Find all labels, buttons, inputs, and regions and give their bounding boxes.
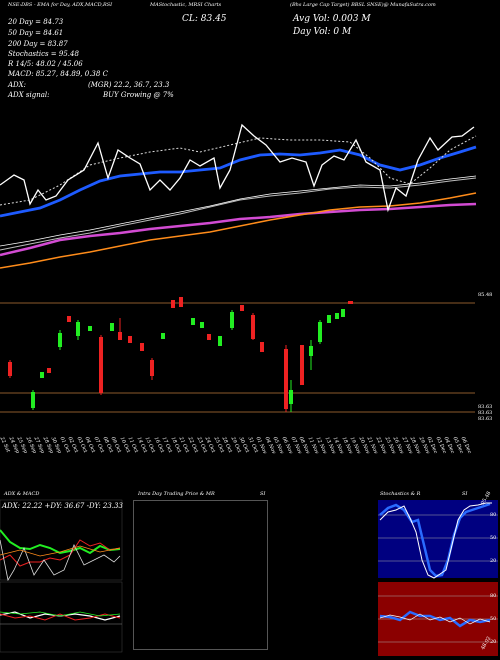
ema-orange-line <box>0 192 477 269</box>
r-label: R 14/5: 48.02 / 45.06 <box>8 60 83 68</box>
ema-grey-line <box>0 177 477 251</box>
close-price-label: CL: 83.45 <box>182 14 227 24</box>
candle <box>218 336 222 346</box>
candle <box>207 334 211 340</box>
adx-white-line <box>0 539 121 582</box>
candle <box>118 332 122 340</box>
intraday-si-label: SI <box>260 491 266 497</box>
rsi-level-80: 80 <box>490 593 497 599</box>
intraday-panel-title: Intra Day Trading Price & MR <box>138 491 215 497</box>
candle <box>8 362 12 376</box>
candle <box>76 322 80 336</box>
rsi-level-50: 50 <box>490 616 497 622</box>
candle <box>348 301 353 304</box>
candle <box>300 345 304 385</box>
ema-white-lower-line <box>0 175 477 247</box>
adx-panel-title: ADX & MACD <box>4 491 40 497</box>
adx-mgr-values: (MGR) 22.2, 36.7, 23.3 <box>88 81 170 89</box>
candle <box>161 333 165 339</box>
candle <box>110 323 114 331</box>
stoch-panel-title: Stochastics & R <box>380 491 421 497</box>
candle <box>318 322 322 342</box>
candle <box>289 390 293 404</box>
stoch-level-80: 80 <box>490 512 497 518</box>
rsi-white-line <box>379 613 491 625</box>
price-line <box>0 123 475 213</box>
macd-red-line <box>0 613 121 621</box>
candle <box>67 316 71 322</box>
ema-line-chart <box>0 123 477 269</box>
header-symbol-info: (Bhs Large Cap Target) BBSL SNSE)@ Munaf… <box>290 2 436 8</box>
stochastics-label: Stochastics = 95.48 <box>8 50 79 58</box>
adx-values-readout: ADX: 22.22 +DY: 36.67 -DY: 23.33 <box>2 502 123 510</box>
candle <box>335 313 339 319</box>
candle <box>31 392 35 408</box>
stoch-level-50: 50 <box>490 535 497 541</box>
candles <box>8 297 353 412</box>
adx-red-line <box>0 539 121 567</box>
candle <box>251 315 255 339</box>
adx-signal-value: BUY Growing @ 7% <box>103 91 174 99</box>
candle <box>47 368 51 373</box>
adx-label: ADX: <box>8 81 27 89</box>
candle <box>88 326 92 331</box>
candle <box>171 300 175 308</box>
stoch-level-20: 20 <box>490 558 497 564</box>
price-axis-lower-1: 83.63 <box>478 404 493 410</box>
candle <box>341 309 345 317</box>
candle <box>179 297 183 307</box>
ema-20-label: 20 Day = 84.73 <box>8 18 64 26</box>
avg-volume-label: Avg Vol: 0.003 M <box>293 14 371 24</box>
rsi-level-20: 20 <box>490 639 497 645</box>
stoch-si-label: SI <box>462 491 468 497</box>
ema-blue-line <box>0 145 477 218</box>
candle <box>200 322 204 328</box>
ema-magenta-line <box>0 202 477 257</box>
candle <box>240 305 244 311</box>
candle <box>99 337 103 393</box>
ema-200-label: 200 Day = 83.87 <box>8 40 68 48</box>
candle <box>140 343 144 351</box>
ema-dotted-line <box>0 135 477 206</box>
candle <box>230 312 234 328</box>
stoch-white-line <box>379 502 492 579</box>
header-top-center: MAStochastic, MRSI Charts <box>150 2 222 8</box>
candle <box>128 336 132 343</box>
adx-orange-line <box>0 545 121 557</box>
adx-signal-label: ADX signal: <box>8 91 50 99</box>
candle <box>309 346 313 356</box>
candle <box>327 315 331 323</box>
candle <box>284 349 288 409</box>
candle <box>40 372 44 378</box>
candlestick-chart <box>0 297 475 413</box>
intraday-panel <box>133 500 268 650</box>
header-top-left: NSE:DBS - EMA for Day, ADX,MACD,RSI <box>8 2 113 8</box>
candle <box>260 342 264 352</box>
macd-green-line <box>0 611 121 617</box>
ema-50-label: 50 Day = 84.61 <box>8 29 64 37</box>
candle <box>191 318 195 325</box>
price-axis-upper: 85.48 <box>478 292 493 298</box>
rsi-blue-line <box>379 610 491 628</box>
macd-label: MACD: 85.27, 84.89, 0.38 C <box>8 70 108 78</box>
price-axis-lower-3: 83.63 <box>478 416 493 422</box>
price-axis-lower-2: 83.63 <box>478 410 493 416</box>
adx-green-line <box>0 529 121 555</box>
day-volume-label: Day Vol: 0 M <box>293 27 352 37</box>
stoch-blue-line <box>379 502 491 578</box>
candle <box>58 333 62 347</box>
candle <box>150 360 154 376</box>
